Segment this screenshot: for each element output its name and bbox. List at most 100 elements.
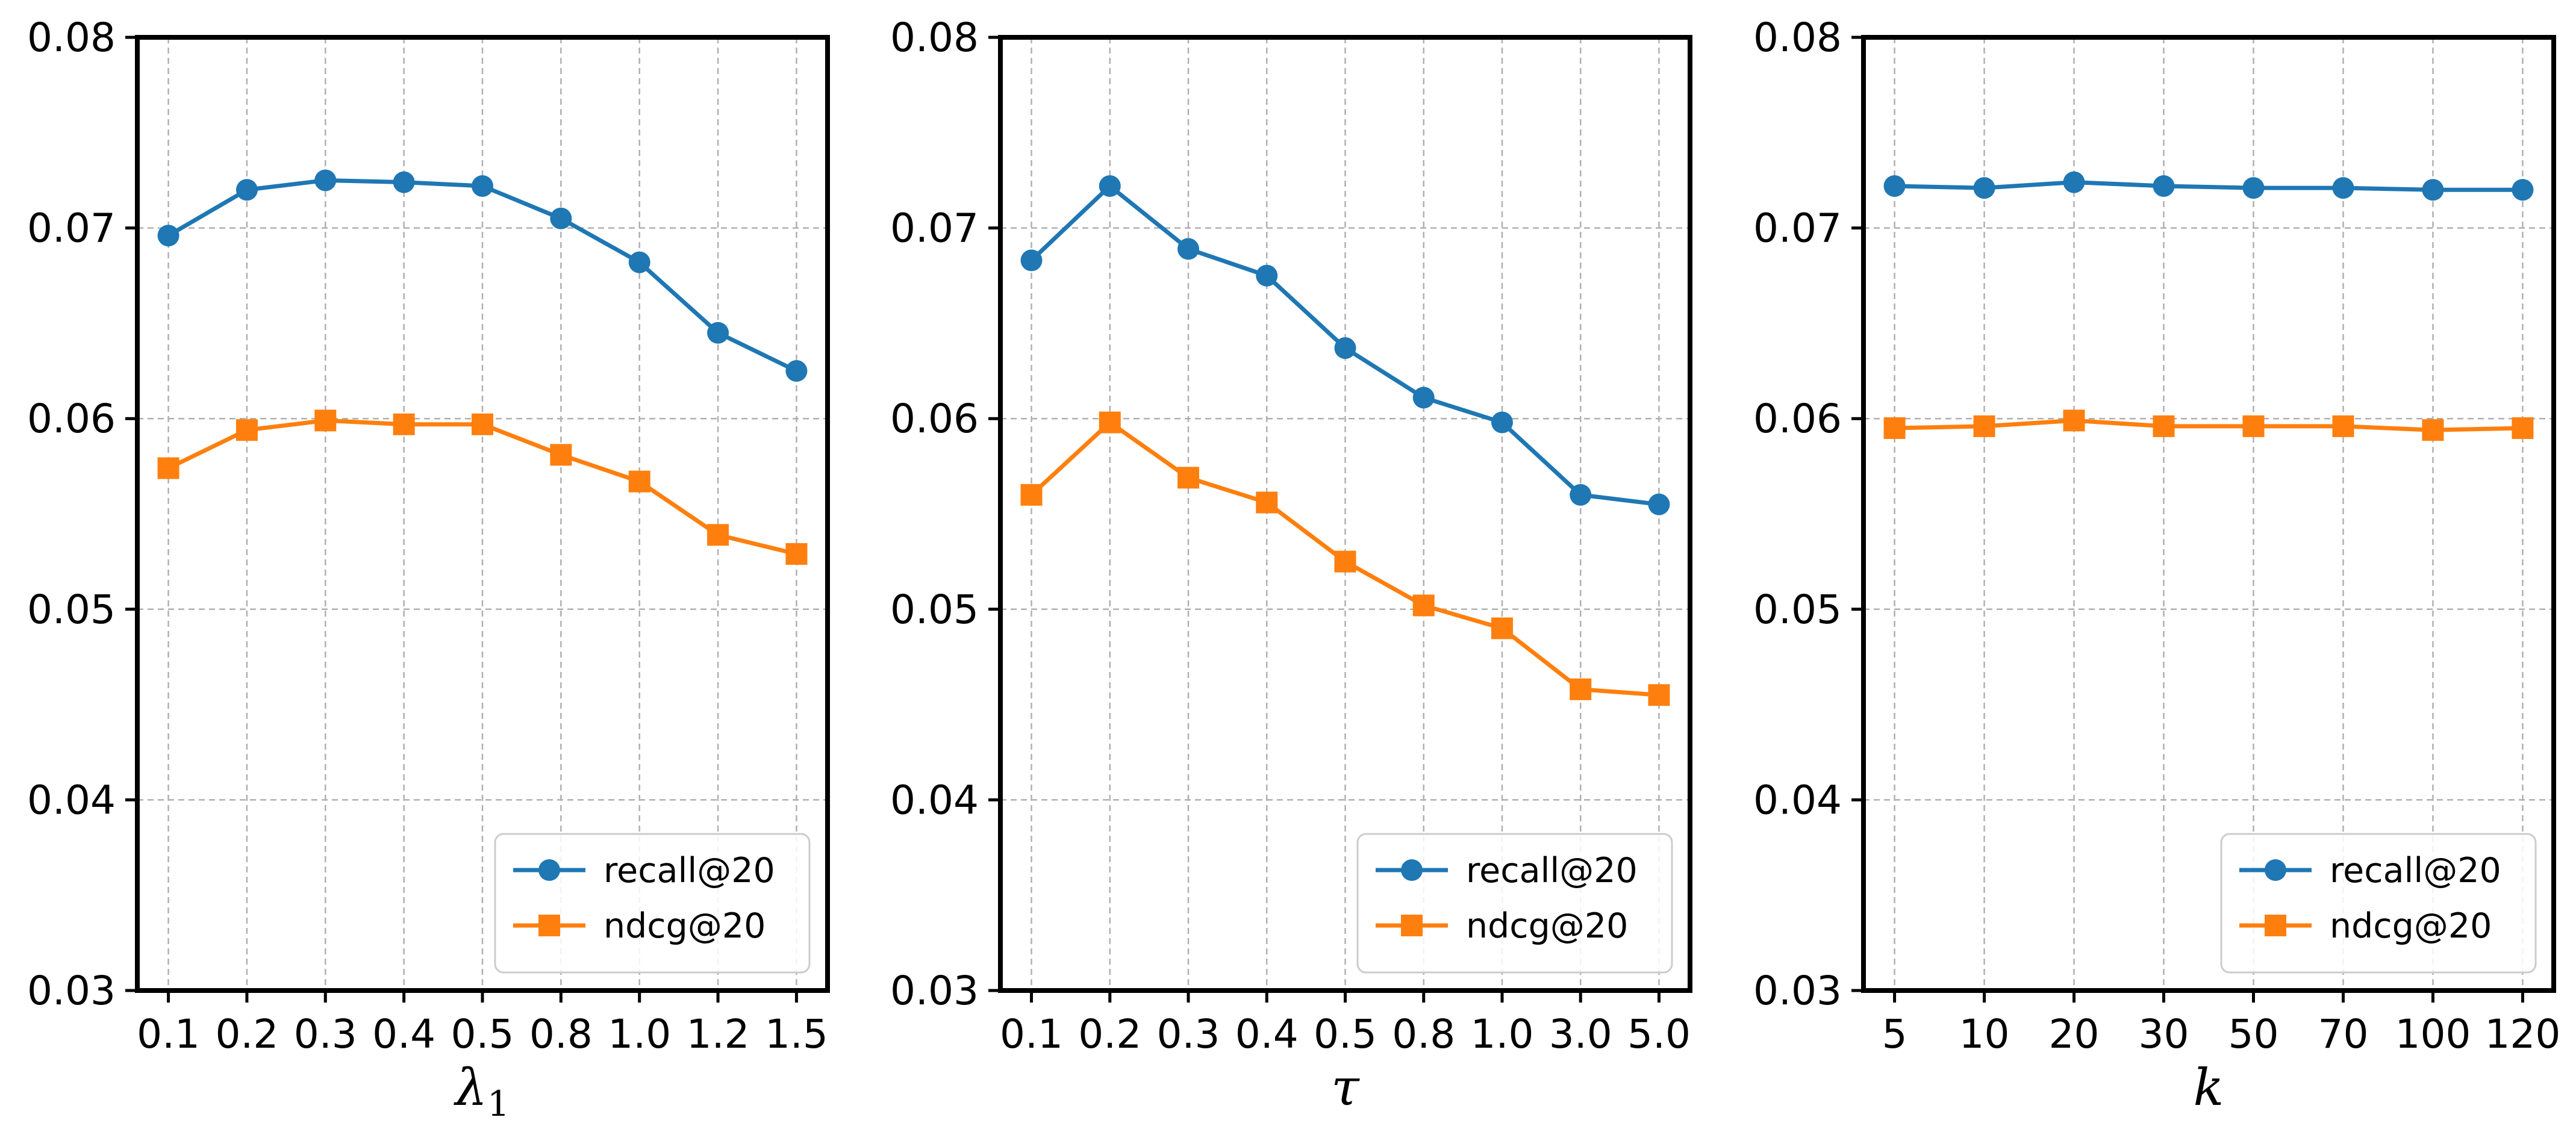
x-axis-label: τ bbox=[1331, 1058, 1360, 1117]
y-tick-label: 0.08 bbox=[890, 14, 979, 61]
data-point-ndcg-at-20 bbox=[2063, 409, 2085, 432]
data-point-recall-at-20 bbox=[1177, 238, 1200, 260]
y-tick-label: 0.05 bbox=[27, 586, 116, 633]
data-point-ndcg-at-20 bbox=[157, 457, 179, 479]
data-point-recall-at-20 bbox=[1412, 387, 1435, 409]
data-point-recall-at-20 bbox=[2153, 175, 2175, 197]
x-tick-label: 5.0 bbox=[1627, 1011, 1691, 1057]
y-tick-label: 0.07 bbox=[890, 205, 979, 252]
data-point-recall-at-20 bbox=[314, 169, 337, 191]
data-point-ndcg-at-20 bbox=[472, 413, 493, 435]
x-tick-label: 1.2 bbox=[687, 1011, 750, 1057]
chart-panel-3: 5 10 20 30 50 70 100 120 0.03 0.04 0.05 0.06 0.07 0.0… bbox=[1753, 14, 2560, 1117]
y-tick-label: 0.04 bbox=[890, 777, 979, 823]
x-tick-label: 1.0 bbox=[608, 1011, 671, 1057]
data-point-ndcg-at-20 bbox=[1334, 550, 1356, 573]
data-point-recall-at-20 bbox=[785, 360, 808, 382]
data-point-recall-at-20 bbox=[393, 171, 415, 193]
y-tick-label: 0.08 bbox=[1753, 14, 1842, 61]
data-point-recall-at-20 bbox=[550, 207, 572, 229]
y-tick-label: 0.05 bbox=[890, 586, 979, 633]
legend-ndcg-at-20-label: ndcg@20 bbox=[1466, 906, 1628, 946]
y-tick-label: 0.04 bbox=[27, 777, 116, 823]
series-line-recall-at-20 bbox=[1894, 180, 2523, 192]
x-tick-label: 120 bbox=[2484, 1011, 2560, 1057]
x-tick-label: 1.0 bbox=[1471, 1011, 1534, 1057]
x-tick-label: 0.5 bbox=[451, 1011, 514, 1057]
data-point-ndcg-at-20 bbox=[1973, 415, 1995, 437]
y-tick-label: 0.06 bbox=[1753, 396, 1842, 442]
data-point-recall-at-20 bbox=[628, 251, 650, 273]
x-tick-label: 0.4 bbox=[1235, 1011, 1299, 1057]
legend-ndcg-at-20-marker bbox=[2265, 915, 2286, 936]
data-point-recall-at-20 bbox=[1973, 177, 1995, 199]
data-point-ndcg-at-20 bbox=[1099, 411, 1121, 434]
data-point-recall-at-20 bbox=[2332, 177, 2354, 199]
y-tick-label: 0.03 bbox=[27, 968, 116, 1014]
data-point-recall-at-20 bbox=[2063, 171, 2085, 193]
x-tick-label: 1.5 bbox=[765, 1011, 828, 1057]
data-point-ndcg-at-20 bbox=[628, 470, 650, 493]
legend-recall-at-20-marker bbox=[2265, 859, 2286, 881]
y-tick-label: 0.04 bbox=[1753, 777, 1842, 823]
data-point-ndcg-at-20 bbox=[2332, 415, 2354, 437]
data-point-recall-at-20 bbox=[1883, 175, 1906, 197]
y-tick-label: 0.03 bbox=[1753, 968, 1842, 1014]
legend: recall@20 ndcg@20 bbox=[2220, 833, 2537, 974]
chart-panel-1: 0.1 0.2 0.3 0.4 0.5 0.8 1.0 1.2 1.5 0.03 0.04 0.05 0… bbox=[27, 14, 830, 1124]
data-point-recall-at-20 bbox=[2512, 179, 2534, 201]
data-point-ndcg-at-20 bbox=[2512, 417, 2534, 440]
legend-ndcg-at-20-label: ndcg@20 bbox=[2330, 906, 2492, 946]
x-tick-label: 0.1 bbox=[1000, 1011, 1063, 1057]
x-tick-label: 0.2 bbox=[215, 1011, 278, 1057]
data-point-recall-at-20 bbox=[1256, 264, 1278, 287]
legend-ndcg-at-20-marker bbox=[1401, 915, 1423, 936]
x-tick-label: 5 bbox=[1882, 1011, 1907, 1057]
y-tick-label: 0.07 bbox=[27, 205, 116, 252]
data-point-recall-at-20 bbox=[2422, 179, 2444, 201]
data-point-recall-at-20 bbox=[1334, 337, 1356, 359]
x-axis-label: k bbox=[2194, 1058, 2224, 1117]
data-point-ndcg-at-20 bbox=[785, 543, 808, 565]
data-point-ndcg-at-20 bbox=[550, 444, 572, 466]
data-point-ndcg-at-20 bbox=[1883, 417, 1906, 440]
x-tick-label: 0.8 bbox=[529, 1011, 593, 1057]
x-axis-label: λ1 bbox=[454, 1058, 510, 1124]
data-point-ndcg-at-20 bbox=[2422, 419, 2444, 441]
plot-frame bbox=[135, 35, 830, 993]
data-point-recall-at-20 bbox=[157, 225, 179, 247]
y-tick-label: 0.03 bbox=[890, 968, 979, 1014]
x-tick-label: 0.5 bbox=[1314, 1011, 1377, 1057]
x-tick-label: 70 bbox=[2318, 1011, 2368, 1057]
data-point-ndcg-at-20 bbox=[393, 413, 415, 435]
data-point-ndcg-at-20 bbox=[235, 419, 258, 441]
x-tick-label: 50 bbox=[2228, 1011, 2278, 1057]
y-tick-label: 0.08 bbox=[27, 14, 116, 61]
x-tick-label: 0.3 bbox=[1157, 1011, 1220, 1057]
data-point-ndcg-at-20 bbox=[2242, 415, 2265, 437]
legend-recall-at-20-marker bbox=[538, 859, 560, 881]
data-point-recall-at-20 bbox=[1570, 484, 1592, 506]
legend: recall@20 ndcg@20 bbox=[1356, 833, 1673, 974]
y-tick-label: 0.05 bbox=[1753, 586, 1842, 633]
data-point-ndcg-at-20 bbox=[1491, 617, 1513, 639]
x-tick-label: 3.0 bbox=[1549, 1011, 1612, 1057]
legend-recall-at-20-label: recall@20 bbox=[603, 851, 775, 891]
x-tick-label: 0.4 bbox=[372, 1011, 435, 1057]
x-tick-label: 0.3 bbox=[294, 1011, 357, 1057]
x-tick-label: 0.2 bbox=[1078, 1011, 1141, 1057]
data-point-ndcg-at-20 bbox=[1177, 467, 1200, 489]
data-point-ndcg-at-20 bbox=[1570, 678, 1592, 700]
y-tick-label: 0.07 bbox=[1753, 205, 1842, 252]
y-tick-label: 0.06 bbox=[890, 396, 979, 442]
chart-panel-2: 0.1 0.2 0.3 0.4 0.5 0.8 1.0 3.0 5.0 0.03 0.04 0.05 0… bbox=[890, 14, 1692, 1117]
x-tick-label: 10 bbox=[1959, 1011, 2010, 1057]
legend-recall-at-20-label: recall@20 bbox=[1466, 851, 1638, 891]
legend-recall-at-20-label: recall@20 bbox=[2330, 851, 2501, 891]
x-tick-label: 0.1 bbox=[137, 1011, 200, 1057]
x-tick-label: 30 bbox=[2139, 1011, 2189, 1057]
data-point-recall-at-20 bbox=[1648, 493, 1670, 515]
data-point-ndcg-at-20 bbox=[1648, 684, 1670, 706]
